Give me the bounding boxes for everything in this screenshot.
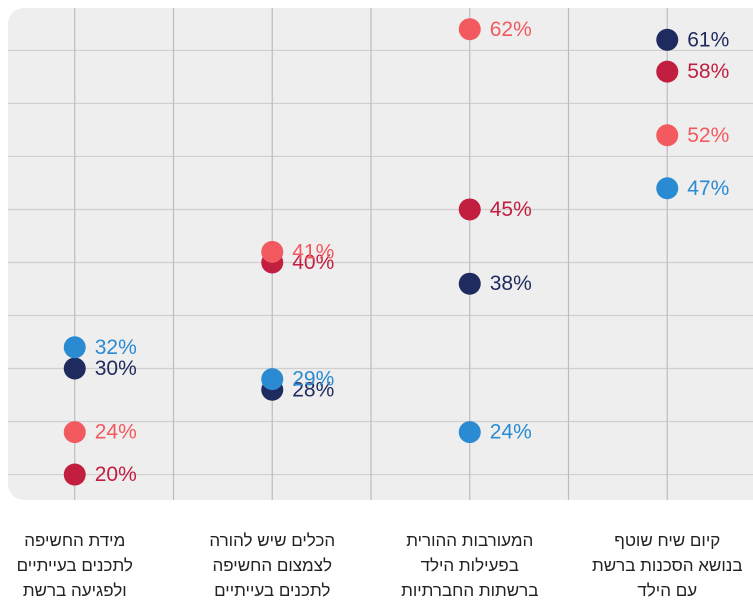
dot [656,60,679,83]
value-label: 40% [292,251,334,274]
dot [458,198,481,221]
dot [261,368,284,391]
dot [63,421,86,444]
value-label: 41% [292,240,334,263]
value-label: 29% [292,368,334,391]
dot [656,124,679,147]
value-label: 20% [95,463,137,486]
category-label: קיום שיח שוטף בנושא הסכנות ברשת עם הילד [591,531,743,600]
dot [63,336,86,359]
dot [458,18,481,41]
value-label: 47% [687,177,729,200]
value-label: 61% [687,28,729,51]
dot [63,357,86,380]
value-label: 58% [687,60,729,83]
dot [458,421,481,444]
value-label: 24% [95,421,137,444]
category-label: מידת החשיפה לתכנים בעייתיים ולפגיעה ברשת [16,531,133,600]
dot [656,177,679,200]
value-label: 32% [95,336,137,359]
dot [458,272,481,295]
dot [261,240,284,263]
value-label: 62% [490,18,532,41]
value-label: 52% [687,124,729,147]
category-label: המעורבות ההורית בפעילות הילד ברשתות החבר… [401,531,539,600]
value-label: 38% [490,272,532,295]
value-label: 24% [490,421,532,444]
dot [656,28,679,51]
plot-background [8,8,753,500]
value-label: 28% [292,378,334,401]
value-label: 30% [95,357,137,380]
value-label: 45% [490,198,532,221]
category-label: הכלים שיש להורה לצמצום החשיפה לתכנים בעי… [209,531,336,600]
dot [63,463,86,486]
